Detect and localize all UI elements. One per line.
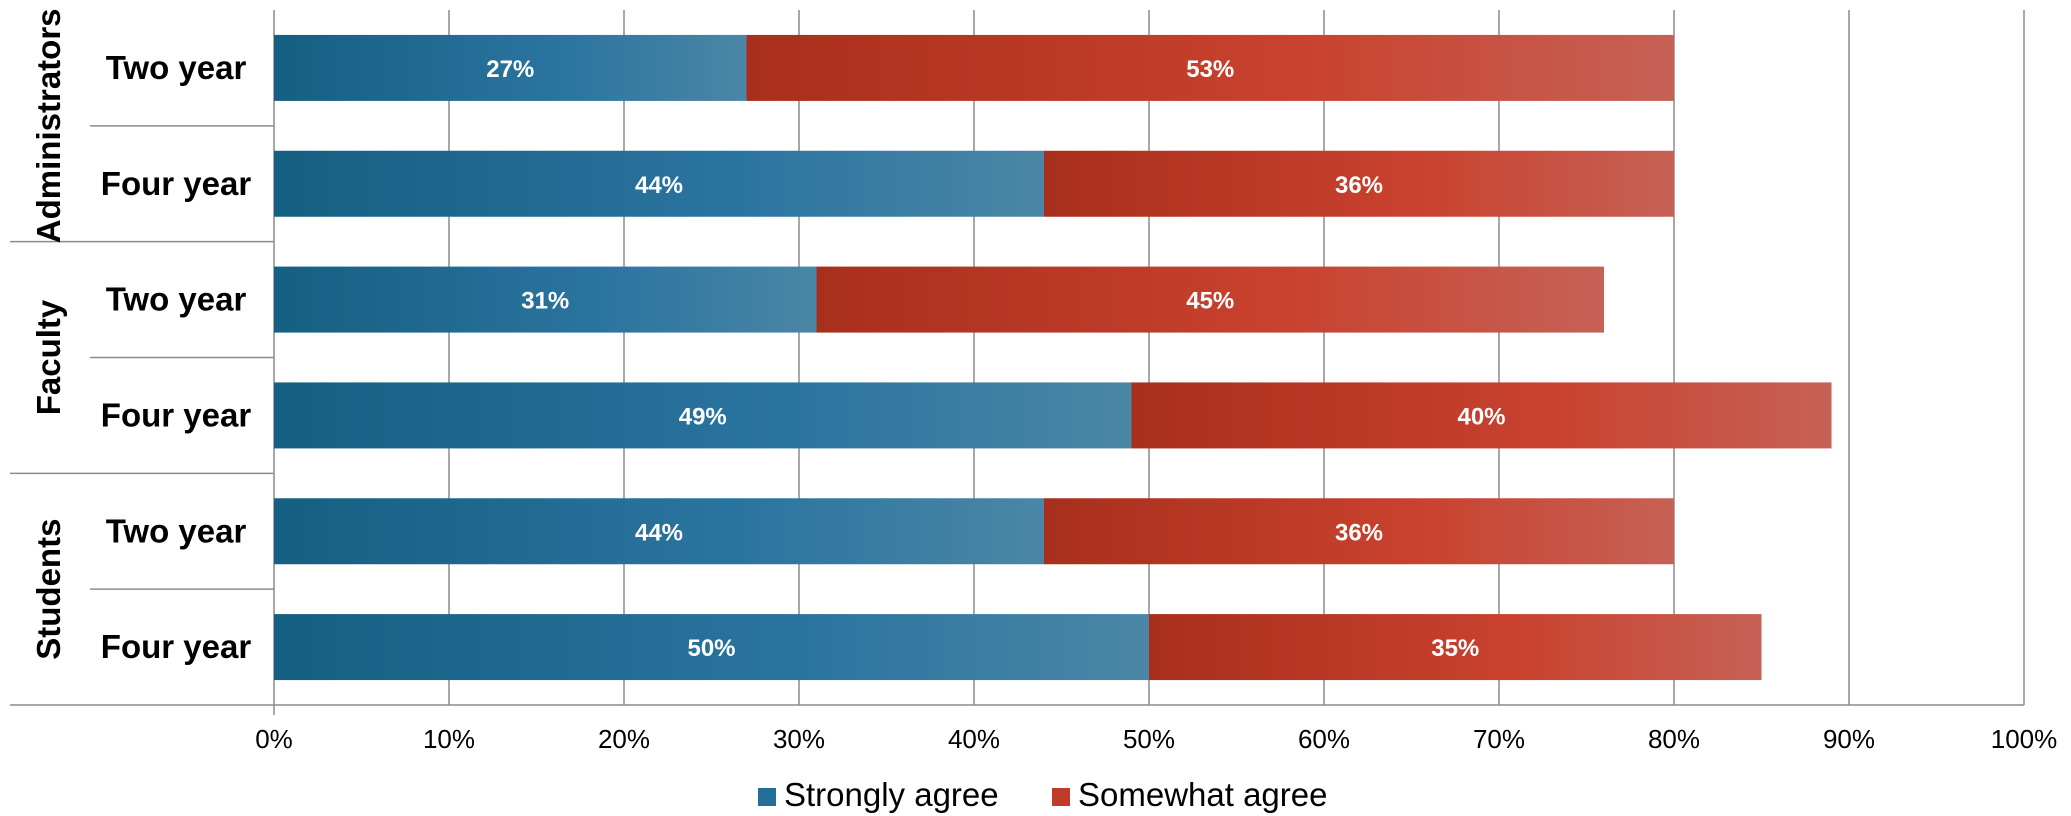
- bar-somewhat-agree: [746, 34, 1674, 101]
- data-label: 49%: [679, 403, 727, 430]
- data-label: 36%: [1335, 172, 1383, 199]
- category-label: Two year: [106, 49, 247, 86]
- bar-strongly-agree: [274, 150, 1044, 217]
- category-label: Two year: [106, 281, 247, 318]
- data-label: 44%: [635, 519, 683, 546]
- bar-somewhat-agree: [1149, 614, 1762, 681]
- x-tick-label: 50%: [1123, 724, 1175, 754]
- data-label: 50%: [687, 635, 735, 662]
- bar-strongly-agree: [274, 614, 1149, 681]
- category-label: Two year: [106, 512, 247, 549]
- legend-swatch-somewhat-agree: [1052, 788, 1070, 806]
- data-label: 31%: [521, 288, 569, 315]
- x-tick-label: 0%: [255, 724, 293, 754]
- x-tick-label: 80%: [1648, 724, 1700, 754]
- x-tick-label: 60%: [1298, 724, 1350, 754]
- category-label: Four year: [101, 628, 252, 665]
- bar-strongly-agree: [274, 266, 817, 333]
- bar-somewhat-agree: [1131, 382, 1832, 449]
- bar-somewhat-agree: [816, 266, 1604, 333]
- data-label: 40%: [1457, 403, 1505, 430]
- group-label: Faculty: [30, 299, 67, 415]
- axis-frame: [10, 10, 2024, 715]
- data-label: 53%: [1186, 56, 1234, 83]
- legend-label: Strongly agree: [784, 776, 999, 813]
- data-label: 36%: [1335, 519, 1383, 546]
- category-labels: Administrators Two year Four year Faculty Tw…: [30, 8, 251, 665]
- x-tick-label: 10%: [423, 724, 475, 754]
- bar-somewhat-agree: [1044, 498, 1674, 565]
- x-tick-label: 100%: [1991, 724, 2058, 754]
- x-axis-ticks: 0% 10% 20% 30% 40% 50% 60% 70% 80% 90% 100%: [255, 724, 2057, 754]
- category-label: Four year: [101, 396, 252, 433]
- bars: 27% 53% 44% 36% 31% 45% 49% 40% 44% 36% 50% 35%: [274, 34, 1832, 681]
- x-tick-label: 30%: [773, 724, 825, 754]
- x-tick-label: 70%: [1473, 724, 1525, 754]
- data-label: 35%: [1431, 635, 1479, 662]
- data-label: 27%: [486, 56, 534, 83]
- group-label: Administrators: [30, 8, 67, 243]
- data-label: 45%: [1186, 288, 1234, 315]
- legend-label: Somewhat agree: [1078, 776, 1327, 813]
- bar-somewhat-agree: [1044, 150, 1674, 217]
- legend-swatch-strongly-agree: [758, 788, 776, 806]
- legend: Strongly agree Somewhat agree: [758, 776, 1327, 813]
- gridlines: [448, 10, 2025, 705]
- group-label: Students: [30, 519, 67, 660]
- x-tick-label: 90%: [1823, 724, 1875, 754]
- bar-strongly-agree: [274, 382, 1132, 449]
- category-label: Four year: [101, 165, 252, 202]
- legend-item: Strongly agree: [758, 776, 999, 813]
- x-tick-label: 40%: [948, 724, 1000, 754]
- legend-item: Somewhat agree: [1052, 776, 1327, 813]
- bar-strongly-agree: [274, 498, 1044, 565]
- x-tick-label: 20%: [598, 724, 650, 754]
- data-label: 44%: [635, 172, 683, 199]
- bar-strongly-agree: [274, 34, 747, 101]
